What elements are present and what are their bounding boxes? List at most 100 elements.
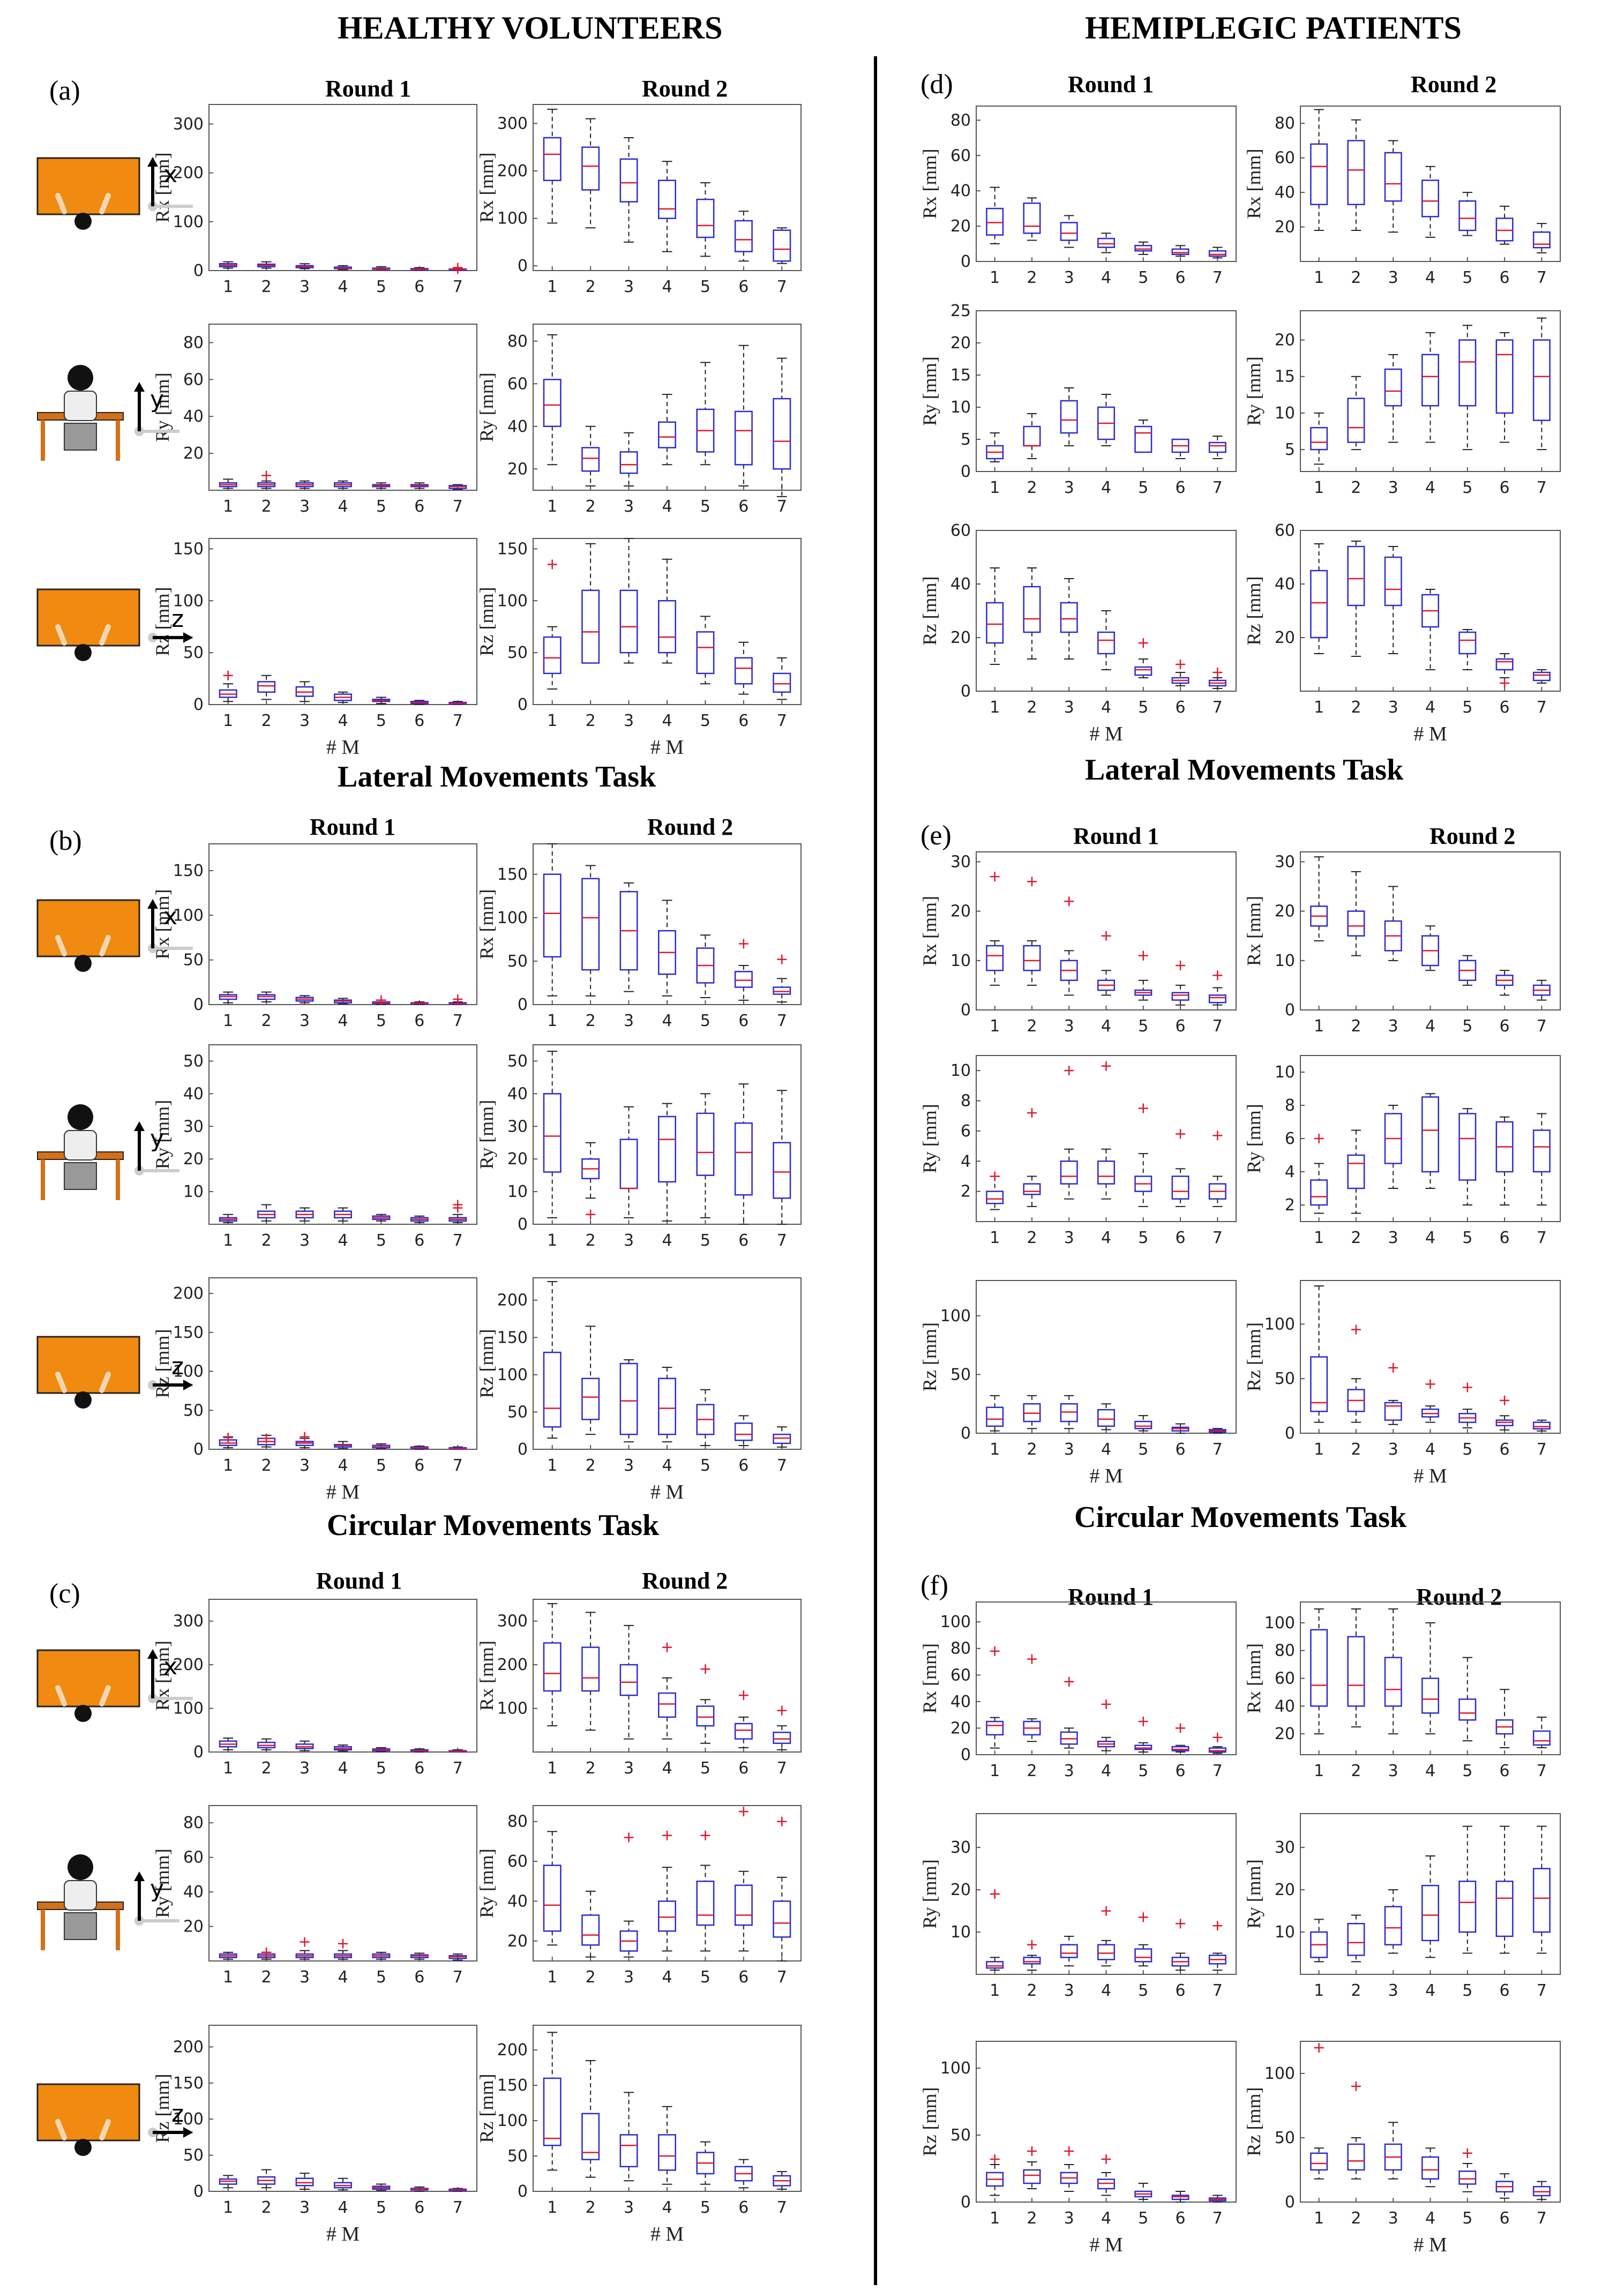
y-tick-label: 40 <box>183 1883 204 1901</box>
box-3 <box>619 1624 638 1740</box>
box-4 <box>334 691 352 703</box>
boxplot-b1-y: 10 20 30 40 50 Ry [mm] 1 2 3 4 5 6 7 <box>152 1044 477 1250</box>
y-tick-label: 40 <box>507 1892 528 1911</box>
box-4 <box>1421 332 1439 443</box>
box-5 <box>1134 1103 1152 1207</box>
y-axis-label: Rz [mm] <box>1243 577 1264 646</box>
box-2 <box>257 1204 276 1222</box>
x-tick-label: 3 <box>624 2198 634 2217</box>
box-4 <box>334 1744 352 1752</box>
x-tick-label: 5 <box>376 278 386 296</box>
x-tick-label: 6 <box>414 2198 424 2217</box>
outlier-marker <box>1138 950 1148 961</box>
y-tick-label: 10 <box>951 952 971 970</box>
box-2 <box>1023 1654 1041 1742</box>
outlier-marker <box>453 994 463 1004</box>
x-axis-label: # M <box>1413 723 1447 745</box>
x-tick-label: 6 <box>414 712 424 730</box>
box-iqr <box>1347 1923 1365 1956</box>
box-2 <box>1347 1608 1365 1728</box>
x-tick-label: 7 <box>777 1012 787 1030</box>
box-4 <box>334 1441 352 1449</box>
box-3 <box>1060 387 1078 446</box>
round-title-e2: Round 2 <box>1430 823 1516 849</box>
x-tick-label: 1 <box>547 1012 557 1030</box>
box-6 <box>734 641 753 695</box>
x-tick-label: 6 <box>1500 1229 1510 1247</box>
x-axis-label: # M <box>326 1481 360 1503</box>
x-tick-label: 7 <box>453 2198 463 2217</box>
y-tick-label: 30 <box>1275 852 1295 871</box>
y-tick-label: 100 <box>497 1699 528 1718</box>
box-4 <box>1421 1622 1439 1735</box>
axes-frame <box>976 1601 1237 1755</box>
x-tick-label: 7 <box>777 1968 787 1987</box>
seated-y-icon-a: y <box>37 365 179 461</box>
box-iqr <box>734 1723 753 1740</box>
axes-frame <box>976 851 1237 1010</box>
x-tick-label: 7 <box>777 278 787 296</box>
box-2 <box>1347 2082 1365 2180</box>
y-tick-label: 100 <box>497 1366 528 1384</box>
x-tick-label: 4 <box>1425 1981 1435 2000</box>
y-tick-label: 40 <box>951 1693 971 1711</box>
x-tick-label: 3 <box>300 1968 310 1987</box>
y-tick-label: 150 <box>173 540 204 558</box>
x-tick-label: 5 <box>700 2198 710 2217</box>
y-tick-label: 0 <box>518 257 528 275</box>
y-tick-label: 20 <box>507 460 528 478</box>
boxplot-d1-z: 0 20 40 60 Rz [mm] 1 2 3 4 5 6 7 # M <box>919 521 1237 745</box>
y-tick-label: 20 <box>183 1150 204 1169</box>
box-2 <box>1347 871 1365 956</box>
y-tick-label: 40 <box>183 1084 204 1103</box>
box-iqr <box>1384 1402 1402 1421</box>
box-4 <box>658 2106 676 2185</box>
y-tick-label: 100 <box>1264 1315 1295 1334</box>
box-3 <box>1384 1608 1402 1735</box>
boxplot-e1-x: 0 10 20 30 Rx [mm] 1 2 3 4 5 6 7 <box>919 851 1237 1036</box>
y-tick-label: 20 <box>1275 1881 1295 1899</box>
x-tick-label: 4 <box>662 712 672 730</box>
outlier-marker <box>1027 1940 1037 1950</box>
box-iqr <box>1384 556 1402 607</box>
box-iqr <box>1347 545 1365 607</box>
outlier-marker <box>376 995 386 1005</box>
y-tick-label: 30 <box>183 1117 204 1136</box>
box-5 <box>372 1443 391 1449</box>
box-6 <box>1495 205 1514 245</box>
boxplot-c2-y: 20 40 60 80 Ry [mm] 1 2 3 4 5 6 7 <box>476 1805 802 1987</box>
box-7 <box>1208 970 1226 1006</box>
panel-label-e: (e) <box>920 820 952 851</box>
x-tick-label: 5 <box>1138 698 1148 717</box>
box-iqr <box>1421 1096 1439 1173</box>
outlier-marker <box>990 1171 1000 1181</box>
box-1 <box>986 567 1004 665</box>
axes-frame <box>208 1805 477 1961</box>
box-iqr <box>1347 1636 1365 1707</box>
outlier-marker <box>1027 2146 1037 2156</box>
y-tick-label: 100 <box>173 1362 204 1381</box>
panel-label-f: (f) <box>920 1570 948 1601</box>
x-tick-label: 1 <box>547 497 557 516</box>
box-2 <box>1023 2146 1041 2189</box>
x-tick-label: 7 <box>1213 2209 1223 2228</box>
box-iqr <box>1023 945 1041 971</box>
boxplot-d1-x: 0 20 40 60 80 Rx [mm] 1 2 3 4 5 6 7 <box>919 106 1237 287</box>
x-tick-label: 6 <box>1500 478 1510 497</box>
box-iqr <box>1532 1421 1551 1430</box>
x-tick-label: 1 <box>223 1012 233 1030</box>
head-shape <box>74 2139 92 2156</box>
y-tick-label: 100 <box>940 1307 971 1326</box>
y-tick-label: 0 <box>518 995 528 1014</box>
box-1 <box>219 478 237 489</box>
head-shape <box>68 1104 93 1130</box>
y-tick-label: 80 <box>951 111 971 130</box>
box-6 <box>1495 1395 1514 1431</box>
box-3 <box>619 1106 638 1218</box>
x-tick-label: 5 <box>1138 1017 1148 1036</box>
x-tick-label: 2 <box>1027 2209 1037 2228</box>
